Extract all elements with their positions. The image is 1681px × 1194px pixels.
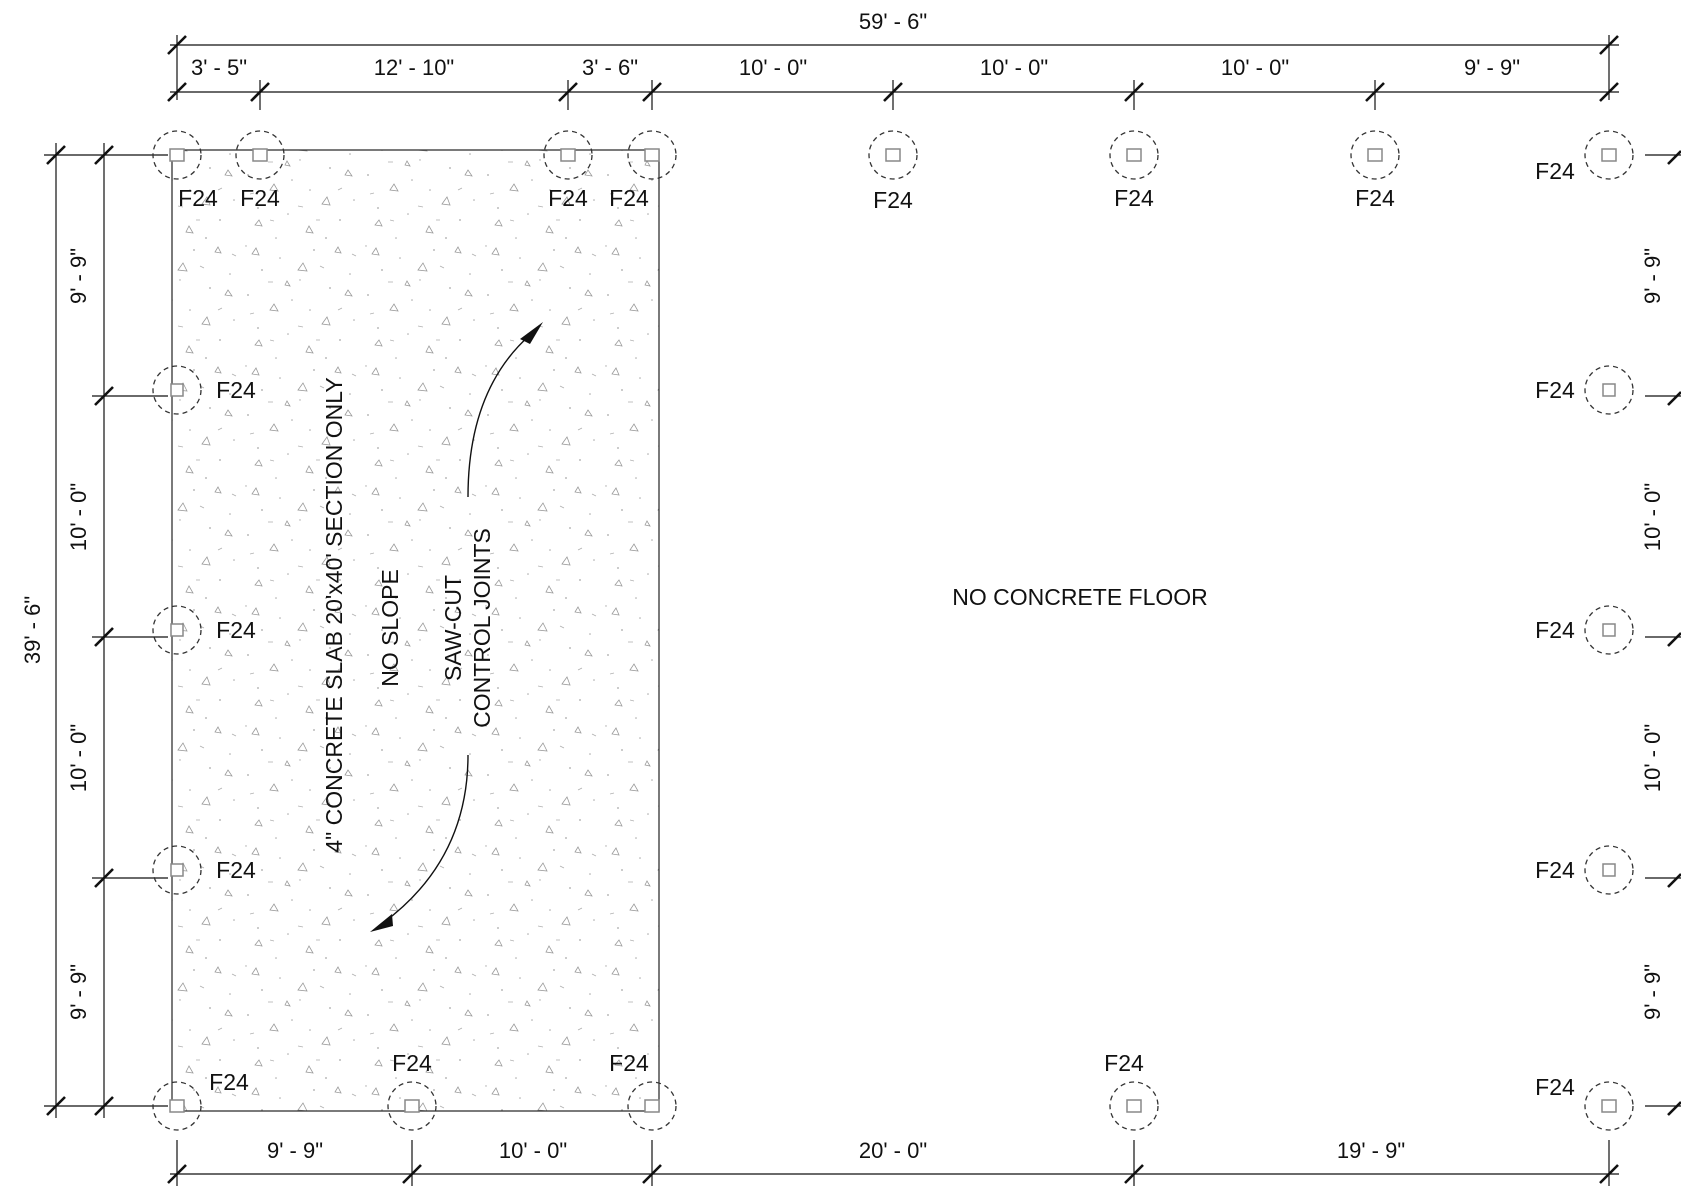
footing-tag: F24	[1114, 185, 1154, 211]
dim-bottom-1: 9' - 9"	[267, 1138, 323, 1163]
footing-tag: F24	[873, 187, 913, 213]
dim-bottom-2: 10' - 0"	[499, 1138, 567, 1163]
control-joints-line-1: SAW-CUT	[440, 575, 466, 681]
dim-left-4: 9' - 9"	[66, 964, 91, 1020]
footing	[1584, 365, 1634, 415]
dim-left-1: 9' - 9"	[66, 248, 91, 304]
footing-tag: F24	[216, 857, 256, 883]
dim-top-2: 12' - 10"	[374, 55, 455, 80]
footing	[152, 605, 202, 655]
footing-tag: F24	[1535, 1074, 1575, 1100]
footing	[1350, 130, 1400, 180]
footing	[868, 130, 918, 180]
dim-right-4: 9' - 9"	[1640, 964, 1665, 1020]
footing-tags: F24 F24 F24 F24 F24 F24 F24 F24 F24 F24 …	[178, 158, 1575, 1100]
footing-tag: F24	[1104, 1050, 1144, 1076]
control-joints-line-2: CONTROL JOINTS	[469, 528, 495, 728]
dim-top-7: 9' - 9"	[1464, 55, 1520, 80]
footing	[1109, 1081, 1159, 1131]
footing	[1584, 1081, 1634, 1131]
footing-tag: F24	[609, 1050, 649, 1076]
footing	[1109, 130, 1159, 180]
footing-tag: F24	[1535, 857, 1575, 883]
footing-tag: F24	[1535, 377, 1575, 403]
footing	[627, 1081, 677, 1131]
dim-right-1: 9' - 9"	[1640, 248, 1665, 304]
footing	[152, 845, 202, 895]
footing-tag: F24	[216, 617, 256, 643]
footing	[235, 130, 285, 180]
control-joint-arrows	[370, 322, 543, 932]
dim-top-6: 10' - 0"	[1221, 55, 1289, 80]
footing	[627, 130, 677, 180]
footing-tag: F24	[216, 377, 256, 403]
footing-tag: F24	[1355, 185, 1395, 211]
footing-tag: F24	[392, 1050, 432, 1076]
dim-right-3: 10' - 0"	[1640, 724, 1665, 792]
footing	[387, 1081, 437, 1131]
footing-tag: F24	[240, 185, 280, 211]
no-floor-note: NO CONCRETE FLOOR	[952, 584, 1208, 610]
footing	[1584, 130, 1634, 180]
dim-overall-top: 59' - 6"	[859, 9, 927, 34]
footing	[152, 130, 202, 180]
footing	[152, 365, 202, 415]
footing-tag: F24	[209, 1069, 249, 1095]
slab-note: 4" CONCRETE SLAB 20'x40' SECTION ONLY	[321, 377, 347, 852]
footing	[1584, 845, 1634, 895]
dim-bottom-3: 20' - 0"	[859, 1138, 927, 1163]
dim-overall-left: 39' - 6"	[20, 596, 45, 664]
dim-bottom-4: 19' - 9"	[1337, 1138, 1405, 1163]
footings	[152, 130, 1634, 1131]
footing-tag: F24	[548, 185, 588, 211]
footing-tag: F24	[178, 185, 218, 211]
footing	[152, 1081, 202, 1131]
dimension-ticks	[46, 35, 1681, 1184]
footing-tag: F24	[1535, 617, 1575, 643]
dim-left-3: 10' - 0"	[66, 724, 91, 792]
dim-top-4: 10' - 0"	[739, 55, 807, 80]
dim-top-5: 10' - 0"	[980, 55, 1048, 80]
footing-tag: F24	[1535, 158, 1575, 184]
dim-top-3: 3' - 6"	[582, 55, 638, 80]
footing	[543, 130, 593, 180]
dim-right-2: 10' - 0"	[1640, 483, 1665, 551]
dim-left-2: 10' - 0"	[66, 483, 91, 551]
no-slope-note: NO SLOPE	[377, 569, 403, 687]
dim-top-1: 3' - 5"	[191, 55, 247, 80]
footing	[1584, 605, 1634, 655]
footing-tag: F24	[609, 185, 649, 211]
concrete-slab	[171, 149, 660, 1112]
